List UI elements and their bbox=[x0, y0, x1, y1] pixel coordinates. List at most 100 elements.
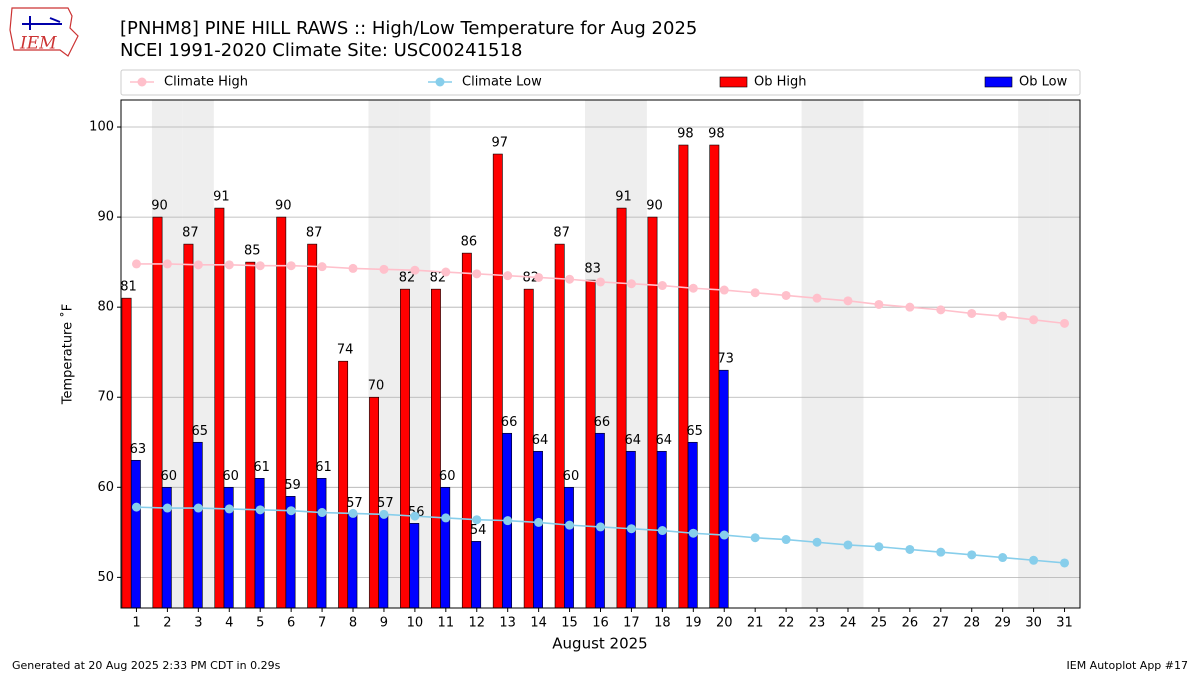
line-marker bbox=[998, 311, 1008, 321]
line-marker bbox=[348, 508, 358, 518]
line-marker bbox=[441, 513, 451, 523]
bar bbox=[152, 216, 163, 609]
x-tick-label: 10 bbox=[407, 616, 424, 631]
data-label: 90 bbox=[151, 199, 168, 214]
data-label: 65 bbox=[686, 424, 703, 439]
x-tick-label: 18 bbox=[654, 616, 671, 631]
data-label: 87 bbox=[306, 226, 323, 241]
data-label: 98 bbox=[677, 127, 694, 142]
data-label: 91 bbox=[615, 190, 632, 205]
bar bbox=[554, 243, 565, 609]
logo: IEM bbox=[9, 7, 79, 57]
x-tick-label: 4 bbox=[225, 616, 233, 631]
x-tick-label: 14 bbox=[530, 616, 547, 631]
line-marker bbox=[688, 283, 698, 293]
line-marker bbox=[286, 261, 296, 271]
bar bbox=[214, 207, 225, 609]
footer-left: Generated at 20 Aug 2025 2:33 PM CDT in … bbox=[12, 659, 281, 672]
bar bbox=[687, 441, 698, 609]
chart-subtitle: NCEI 1991-2020 Climate Site: USC00241518 bbox=[120, 40, 522, 61]
line-marker bbox=[936, 305, 946, 315]
line-marker bbox=[224, 260, 234, 270]
bar bbox=[245, 261, 256, 609]
x-tick-label: 8 bbox=[349, 616, 357, 631]
line-marker bbox=[193, 260, 203, 270]
line-marker bbox=[565, 520, 575, 530]
bar bbox=[347, 514, 358, 609]
data-label: 57 bbox=[346, 496, 363, 511]
line-marker bbox=[472, 269, 482, 279]
bar bbox=[378, 514, 389, 609]
line-marker bbox=[967, 308, 977, 318]
data-label: 83 bbox=[584, 262, 601, 277]
bar bbox=[338, 360, 349, 609]
x-tick-label: 25 bbox=[871, 616, 888, 631]
data-label: 57 bbox=[377, 496, 394, 511]
x-tick-label: 11 bbox=[438, 616, 455, 631]
x-tick-label: 13 bbox=[499, 616, 516, 631]
line-marker bbox=[750, 533, 760, 543]
line-marker bbox=[626, 279, 636, 289]
data-label: 87 bbox=[182, 226, 199, 241]
line-marker bbox=[162, 503, 172, 513]
line-marker bbox=[224, 504, 234, 514]
line-marker bbox=[812, 537, 822, 547]
y-tick-label: 70 bbox=[97, 390, 114, 405]
data-label: 60 bbox=[161, 469, 178, 484]
data-label: 85 bbox=[244, 244, 261, 259]
line-marker bbox=[998, 553, 1008, 563]
line-marker bbox=[750, 288, 760, 298]
line-marker bbox=[688, 528, 698, 538]
line-marker bbox=[905, 302, 915, 312]
x-tick-label: 29 bbox=[994, 616, 1011, 631]
bar bbox=[718, 369, 729, 609]
x-tick-label: 15 bbox=[561, 616, 578, 631]
line-marker bbox=[843, 296, 853, 306]
line-marker bbox=[472, 515, 482, 525]
line-marker bbox=[410, 265, 420, 275]
logo-icon bbox=[22, 16, 62, 30]
data-label: 90 bbox=[275, 199, 292, 214]
data-label: 90 bbox=[646, 199, 663, 214]
y-axis-label: Temperature ˚F bbox=[60, 304, 76, 405]
legend-marker bbox=[137, 77, 147, 87]
data-label: 66 bbox=[594, 415, 611, 430]
x-tick-label: 30 bbox=[1025, 616, 1042, 631]
data-label: 81 bbox=[120, 280, 137, 295]
line-marker bbox=[131, 259, 141, 269]
legend-label: Climate Low bbox=[462, 75, 542, 90]
bar bbox=[400, 288, 410, 609]
line-marker bbox=[286, 506, 296, 516]
x-tick-label: 24 bbox=[840, 616, 857, 631]
x-tick-label: 26 bbox=[902, 616, 919, 631]
bar bbox=[130, 459, 141, 609]
bar bbox=[564, 487, 574, 609]
bar bbox=[316, 477, 327, 609]
data-label: 60 bbox=[563, 469, 580, 484]
x-tick-label: 31 bbox=[1056, 616, 1073, 631]
data-label: 64 bbox=[625, 433, 642, 448]
x-tick-label: 9 bbox=[380, 616, 388, 631]
bar bbox=[533, 450, 543, 609]
data-label: 64 bbox=[655, 433, 672, 448]
line-marker bbox=[781, 535, 791, 545]
line-marker bbox=[719, 530, 729, 540]
bar bbox=[678, 144, 689, 609]
data-label: 63 bbox=[130, 442, 147, 457]
data-label: 54 bbox=[470, 523, 487, 538]
data-label: 97 bbox=[492, 136, 509, 151]
line-marker bbox=[162, 259, 172, 269]
x-tick-label: 7 bbox=[318, 616, 326, 631]
bar bbox=[709, 144, 720, 609]
data-label: 70 bbox=[368, 379, 385, 394]
x-tick-label: 5 bbox=[256, 616, 264, 631]
legend-label: Ob Low bbox=[1019, 75, 1068, 90]
line-marker bbox=[410, 511, 420, 521]
line-marker bbox=[565, 274, 575, 284]
line-marker bbox=[936, 547, 946, 557]
line-marker bbox=[843, 540, 853, 550]
x-axis-label: August 2025 bbox=[552, 635, 647, 653]
x-tick-label: 22 bbox=[778, 616, 795, 631]
weekend-shade bbox=[832, 100, 864, 608]
